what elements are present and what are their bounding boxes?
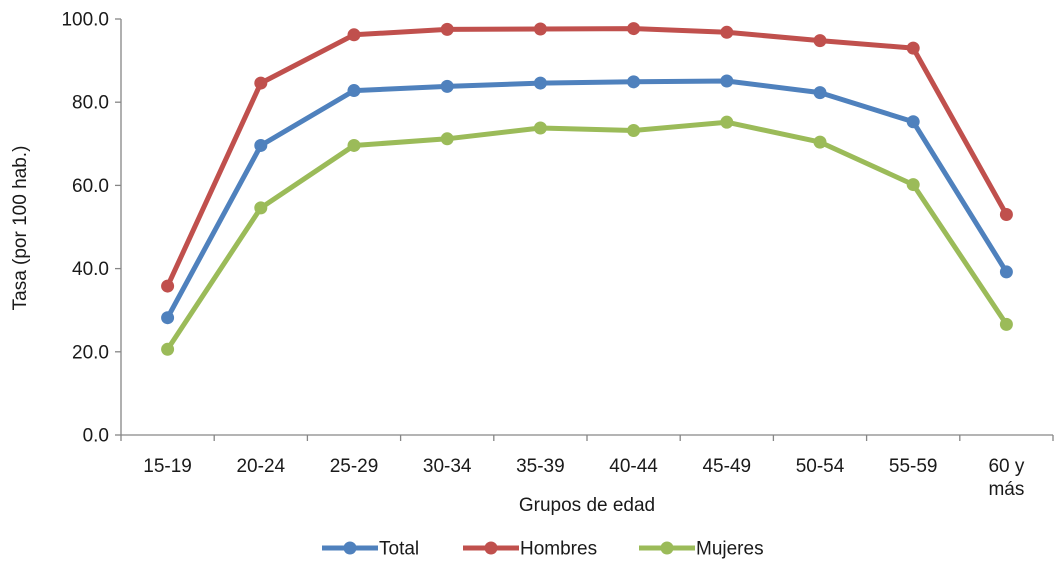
series-line — [165, 26, 1009, 289]
data-point — [813, 135, 827, 149]
x-tick-label: 60 y más — [988, 456, 1024, 500]
x-tick-label: 25-29 — [330, 456, 379, 477]
data-point — [440, 22, 454, 36]
data-point — [906, 41, 920, 55]
x-tick-label: 45-49 — [702, 456, 751, 477]
y-tick-label: 100.0 — [61, 10, 109, 31]
series-mujeres — [161, 115, 1013, 356]
data-point — [906, 115, 920, 129]
data-point — [906, 178, 920, 192]
legend-item-mujeres: Mujeres — [639, 539, 764, 560]
x-tick-label: 20-24 — [236, 456, 285, 477]
y-tick-label: 80.0 — [72, 93, 109, 114]
y-axis-label: Tasa (por 100 hab.) — [10, 146, 31, 311]
data-point — [440, 132, 454, 146]
data-point — [161, 311, 175, 325]
legend-item-total: Total — [322, 539, 419, 560]
series-layer — [161, 22, 1013, 356]
axes: 0.0 20.0 40.0 60.0 80.0 100.0 15-19 20-24 25-29 3… — [61, 10, 1054, 500]
series-line — [165, 78, 1009, 321]
legend-marker — [484, 541, 498, 555]
legend-label: Total — [379, 539, 419, 560]
y-tick-label: 40.0 — [72, 259, 109, 280]
x-tick-label: 40-44 — [609, 456, 658, 477]
series-total — [161, 74, 1013, 325]
data-point — [254, 138, 268, 152]
data-point — [440, 79, 454, 93]
data-point — [999, 208, 1013, 222]
data-point — [161, 279, 175, 293]
legend-item-hombres: Hombres — [463, 539, 597, 560]
data-point — [347, 28, 361, 42]
legend-label: Hombres — [520, 539, 597, 560]
data-point — [627, 22, 641, 36]
data-point — [254, 76, 268, 90]
y-tick-label: 20.0 — [72, 342, 109, 363]
x-tick-label: 55-59 — [889, 456, 938, 477]
legend-marker — [660, 541, 674, 555]
series-hombres — [161, 22, 1013, 293]
data-point — [161, 342, 175, 356]
data-point — [999, 265, 1013, 279]
data-point — [999, 317, 1013, 331]
y-tick-label: 60.0 — [72, 176, 109, 197]
legend: Total Hombres Mujeres — [322, 539, 764, 560]
x-tick-label: 50-54 — [796, 456, 845, 477]
data-point — [347, 84, 361, 98]
series-line — [165, 119, 1009, 352]
x-axis-label: Grupos de edad — [519, 495, 655, 516]
data-point — [813, 86, 827, 100]
legend-label: Mujeres — [696, 539, 764, 560]
data-point — [347, 138, 361, 152]
data-point — [533, 121, 547, 135]
legend-marker — [343, 541, 357, 555]
data-point — [720, 115, 734, 129]
data-point — [627, 75, 641, 89]
x-tick-label: 30-34 — [423, 456, 472, 477]
y-tick-label: 0.0 — [83, 426, 109, 447]
data-point — [254, 201, 268, 215]
data-point — [720, 25, 734, 39]
data-point — [533, 22, 547, 36]
data-point — [720, 74, 734, 88]
x-tick-label: 35-39 — [516, 456, 565, 477]
data-point — [813, 34, 827, 48]
data-point — [627, 123, 641, 137]
data-point — [533, 76, 547, 90]
x-tick-label: 15-19 — [143, 456, 192, 477]
